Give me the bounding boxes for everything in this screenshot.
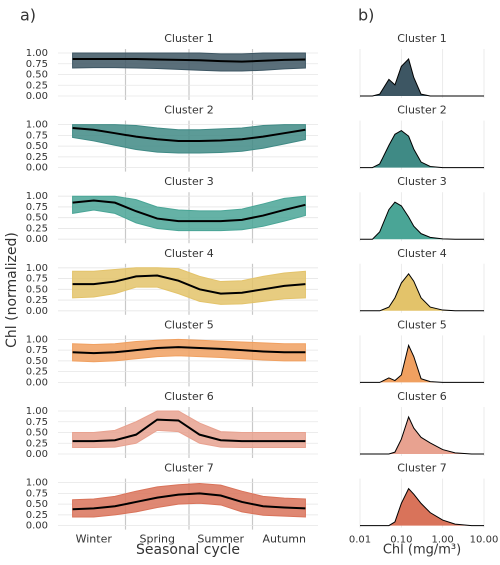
panel-title: Cluster 3 (397, 175, 447, 188)
panel-label: b) (358, 6, 374, 25)
y-tick-label: 1.00 (26, 406, 48, 417)
y-tick-label: 0.25 (26, 223, 48, 234)
spread-band (72, 338, 306, 363)
y-tick-label: 0.00 (26, 163, 48, 174)
mean-line (72, 492, 306, 511)
mean-line (72, 418, 306, 443)
mean-line (72, 346, 306, 355)
y-tick-label: 1.00 (26, 478, 48, 489)
y-tick-label: 0.75 (26, 59, 48, 70)
spread-band (72, 410, 306, 449)
panel-title: Cluster 7 (164, 462, 214, 475)
mean-line (72, 199, 306, 223)
y-tick-label: 0.50 (26, 70, 48, 81)
y-tick-label: 1.00 (26, 334, 48, 345)
y-tick-label: 0.50 (26, 284, 48, 295)
y-tick-label: 0.50 (26, 356, 48, 367)
y-tick-label: 0.00 (26, 306, 48, 317)
y-tick-label: 0.25 (26, 510, 48, 521)
y-tick-label: 0.75 (26, 345, 48, 356)
x-axis-title: Chl (mg/m³) (383, 543, 461, 558)
x-tick-label: 1.00 (432, 535, 454, 546)
y-tick-label: 0.75 (26, 274, 48, 285)
y-tick-label: 0.00 (26, 449, 48, 460)
panel-title: Cluster 4 (164, 247, 214, 260)
x-tick-label: Winter (76, 533, 113, 546)
x-tick-label: 0.01 (349, 535, 371, 546)
y-tick-label: 0.75 (26, 130, 48, 141)
panel-title: Cluster 6 (397, 390, 447, 403)
spread-band (72, 482, 306, 518)
y-tick-label: 0.25 (26, 152, 48, 163)
y-tick-label: 0.00 (26, 377, 48, 388)
density (360, 201, 484, 240)
y-tick-label: 0.50 (26, 499, 48, 510)
y-tick-label: 0.25 (26, 367, 48, 378)
y-tick-label: 0.50 (26, 428, 48, 439)
panel-label: a) (20, 6, 36, 25)
y-tick-label: 0.00 (26, 521, 48, 532)
y-tick-label: 0.25 (26, 438, 48, 449)
panel-title: Cluster 2 (164, 104, 214, 117)
y-tick-label: 0.75 (26, 202, 48, 213)
x-tick-label: 0.10 (390, 535, 412, 546)
y-tick-label: 1.00 (26, 48, 48, 59)
x-tick-label: Summer (197, 533, 244, 546)
spread-band (72, 124, 306, 154)
y-tick-label: 0.50 (26, 213, 48, 224)
panel-title: Cluster 4 (397, 247, 447, 260)
panel-title: Cluster 6 (164, 390, 214, 403)
y-tick-label: 0.75 (26, 417, 48, 428)
y-tick-label: 1.00 (26, 120, 48, 131)
y-tick-label: 0.25 (26, 80, 48, 91)
x-tick-label: Autumn (263, 533, 306, 546)
panel-title: Cluster 7 (397, 462, 447, 475)
x-tick-label: 10.00 (470, 535, 499, 546)
density (360, 415, 484, 455)
spread-band (72, 195, 306, 232)
y-tick-label: 1.00 (26, 263, 48, 274)
panel-title: Cluster 1 (164, 32, 214, 45)
panel-title: Cluster 2 (397, 104, 447, 117)
density (360, 130, 484, 169)
y-tick-label: 0.00 (26, 91, 48, 102)
panel-title: Cluster 3 (164, 175, 214, 188)
y-axis-title: Chl (normalized) (4, 232, 20, 348)
density (360, 272, 484, 312)
x-axis-title: Seasonal cycle (136, 542, 240, 558)
panel-title: Cluster 1 (397, 32, 447, 45)
y-tick-label: 0.75 (26, 488, 48, 499)
panel-title: Cluster 5 (164, 318, 214, 331)
x-tick-label: Spring (140, 533, 176, 546)
y-tick-label: 0.50 (26, 141, 48, 152)
density (360, 343, 484, 383)
density (360, 487, 484, 527)
mean-line (72, 127, 306, 142)
density (360, 58, 484, 97)
mean-line (72, 58, 306, 63)
spread-band (72, 52, 306, 72)
y-tick-label: 1.00 (26, 191, 48, 202)
y-tick-label: 0.00 (26, 234, 48, 245)
mean-line (72, 274, 306, 295)
y-tick-label: 0.25 (26, 295, 48, 306)
panel-title: Cluster 5 (397, 318, 447, 331)
